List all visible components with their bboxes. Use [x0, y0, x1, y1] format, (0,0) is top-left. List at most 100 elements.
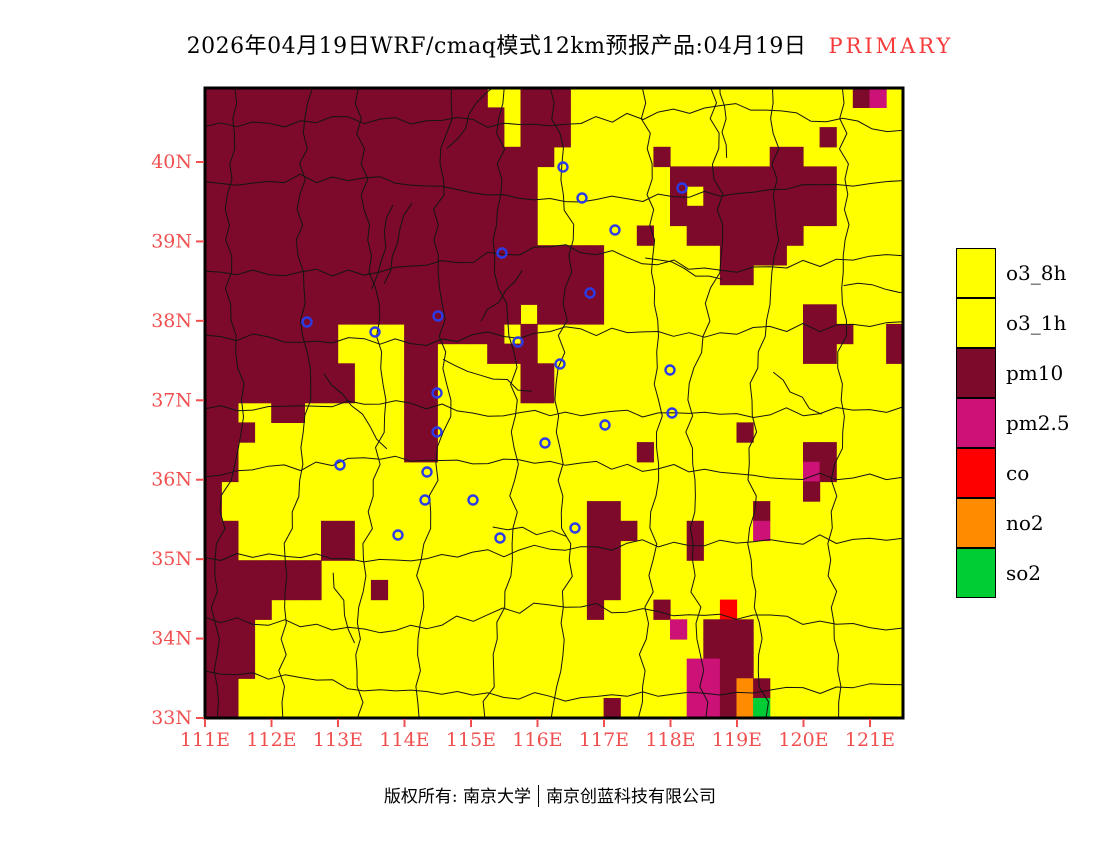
grid-cell-M — [237, 127, 256, 148]
grid-cell-M — [205, 520, 222, 542]
grid-cell-M — [321, 127, 339, 148]
grid-cell-M — [321, 520, 339, 542]
grid-cell-M — [287, 284, 305, 305]
grid-cell-M — [454, 323, 472, 345]
grid-cell-M — [254, 264, 272, 286]
grid-cell-M — [304, 304, 322, 325]
grid-cell-M — [852, 88, 870, 108]
grid-cell-M — [254, 245, 272, 266]
city-marker — [431, 387, 443, 399]
grid-cell-M — [570, 284, 588, 305]
grid-cell-M — [321, 540, 339, 561]
grid-cell-M — [337, 205, 355, 227]
grid-cell-M — [736, 186, 754, 207]
county-boundary-line — [332, 572, 356, 644]
grid-cell-M — [670, 205, 688, 227]
grid-cell-M — [454, 88, 472, 108]
pollutant-grid — [205, 88, 903, 718]
city-marker — [419, 494, 431, 506]
grid-cell-M — [221, 186, 239, 207]
grid-cell-M — [553, 127, 571, 148]
grid-cell-M — [819, 205, 837, 227]
grid-cell-M — [470, 284, 488, 305]
grid-cell-M — [237, 284, 256, 305]
grid-cell-M — [205, 127, 222, 148]
grid-cell-M — [404, 166, 422, 187]
grid-cell-M — [769, 205, 787, 227]
grid-cell-M — [205, 579, 222, 601]
plot-title: 2026年04月19日WRF/cmaq模式12km预报产品:04月19日 PRIM… — [70, 28, 1070, 60]
grid-cell-M — [454, 146, 472, 168]
grid-cell-M — [271, 225, 289, 246]
grid-cell-M — [520, 363, 538, 384]
grid-cell-M — [803, 481, 821, 502]
grid-cell-M — [703, 166, 721, 187]
grid-cell-M — [520, 166, 538, 187]
x-axis-tick-label: 117E — [579, 729, 629, 751]
grid-cell-M — [437, 264, 455, 286]
grid-cell-M — [205, 284, 222, 305]
county-boundary-line — [354, 88, 387, 718]
grid-cell-M — [603, 501, 621, 522]
grid-cell-M — [753, 205, 771, 227]
grid-cell-M — [337, 540, 355, 561]
grid-cell-M — [304, 146, 322, 168]
grid-cell-M — [753, 678, 771, 699]
grid-cell-M — [719, 658, 738, 679]
grid-cell-M — [736, 205, 754, 227]
grid-cell-M — [237, 343, 256, 364]
grid-cell-M — [271, 383, 289, 404]
grid-cell-M — [205, 264, 222, 286]
legend-label: pm2.5 — [1006, 411, 1070, 435]
grid-cell-M — [205, 245, 222, 266]
grid-cell-M — [404, 442, 422, 463]
grid-cell-M — [404, 343, 422, 364]
x-axis-tick-label: 111E — [180, 729, 230, 751]
grid-cell-M — [420, 304, 438, 325]
grid-cell-M — [205, 363, 222, 384]
grid-cell-M — [205, 186, 222, 207]
grid-cell-M — [354, 225, 372, 246]
county-boundary-line — [371, 204, 394, 290]
grid-cell-M — [221, 678, 239, 699]
county-boundary-line — [492, 526, 567, 537]
grid-cell-P — [703, 658, 721, 679]
grid-cell-M — [537, 107, 555, 128]
grid-cell-M — [370, 88, 389, 108]
grid-cell-M — [387, 225, 405, 246]
grid-cell-M — [703, 186, 721, 207]
grid-cell-M — [437, 205, 455, 227]
grid-cell-P — [753, 520, 771, 542]
grid-cell-M — [670, 186, 688, 207]
grid-cell-M — [520, 186, 538, 207]
grid-cell-M — [237, 658, 256, 679]
grid-cell-M — [221, 225, 239, 246]
grid-cell-M — [470, 225, 488, 246]
grid-cell-M — [503, 245, 521, 266]
grid-cell-M — [719, 225, 738, 246]
grid-cell-M — [254, 304, 272, 325]
grid-cell-M — [636, 442, 654, 463]
grid-cell-M — [470, 264, 488, 286]
grid-cell-M — [404, 205, 422, 227]
grid-cell-M — [487, 304, 505, 325]
grid-cell-M — [370, 284, 389, 305]
grid-cell-M — [786, 186, 804, 207]
legend-swatch-pm2-5 — [956, 397, 996, 448]
grid-cell-M — [470, 88, 488, 108]
grid-cell-M — [287, 560, 305, 581]
grid-cell-M — [454, 304, 472, 325]
grid-cell-M — [803, 323, 821, 345]
grid-cell-M — [205, 442, 222, 463]
grid-cell-M — [404, 107, 422, 128]
grid-cell-M — [254, 343, 272, 364]
grid-cell-M — [271, 402, 289, 423]
county-boundary-line — [205, 103, 903, 133]
grid-cell-M — [520, 146, 538, 168]
grid-cell-M — [337, 186, 355, 207]
grid-cell-M — [254, 107, 272, 128]
grid-cell-M — [520, 323, 538, 345]
grid-cell-M — [387, 88, 405, 108]
grid-cell-M — [304, 560, 322, 581]
legend-swatch-o3-8h — [956, 248, 996, 298]
